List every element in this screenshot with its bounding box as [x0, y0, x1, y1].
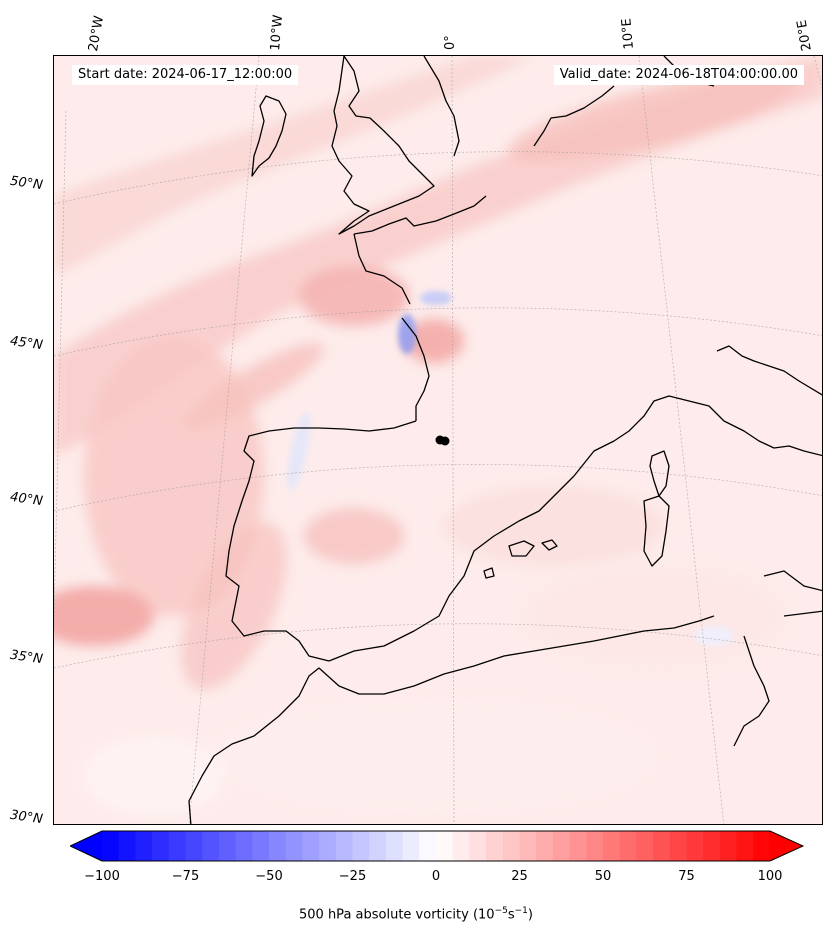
lat-label-50n: 50°N	[9, 173, 44, 194]
lon-label-0: 0°	[443, 35, 458, 50]
colorbar-tick-label: −75	[171, 869, 200, 884]
colorbar-label-prefix: 500 hPa absolute vorticity (10	[299, 907, 495, 923]
colorbar-segment	[185, 831, 203, 861]
vorticity-shading	[54, 56, 822, 816]
colorbar-segment	[319, 831, 337, 861]
colorbar-segment	[285, 831, 303, 861]
colorbar-segment	[552, 831, 571, 861]
colorbar-segment	[269, 831, 287, 861]
colorbar-segment	[202, 831, 220, 861]
colorbar-label-suffix: )	[527, 907, 533, 923]
colorbar-tick-label: 75	[678, 869, 695, 884]
colorbar-segment	[118, 831, 136, 861]
colorbar-segment	[385, 831, 404, 861]
lat-label-45n: 45°N	[9, 333, 44, 354]
lon-label-10w: 10°W	[268, 14, 287, 52]
lat-label-40n: 40°N	[9, 489, 44, 510]
colorbar-segment	[619, 831, 637, 861]
colorbar-segment	[152, 831, 170, 861]
colorbar-segment	[586, 831, 604, 861]
colorbar-segment	[369, 831, 387, 861]
negative-vorticity-areas	[287, 291, 734, 646]
colorbar-tick-label: −25	[338, 869, 367, 884]
colorbar	[70, 830, 805, 862]
lon-label-20w: 20°W	[86, 14, 108, 53]
colorbar-segments	[70, 831, 803, 861]
colorbar-label-mid: s	[507, 907, 515, 923]
colorbar-label: 500 hPa absolute vorticity (10−5s−1)	[0, 906, 832, 922]
colorbar-segment	[519, 831, 537, 861]
colorbar-segment	[102, 831, 120, 861]
colorbar-segment	[402, 831, 420, 861]
colorbar-extend-min	[70, 831, 102, 861]
colorbar-segment	[469, 831, 487, 861]
colorbar-segment	[502, 831, 521, 861]
colorbar-segment	[569, 831, 587, 861]
lat-label-35n: 35°N	[9, 647, 44, 668]
colorbar-segment	[135, 831, 153, 861]
colorbar-segment	[686, 831, 704, 861]
colorbar-segment	[603, 831, 621, 861]
lon-label-20e: 20°E	[794, 18, 815, 53]
colorbar-segment	[719, 831, 738, 861]
colorbar-segment	[335, 831, 354, 861]
colorbar-tick-label: −50	[255, 869, 283, 884]
colorbar-tick-label: 25	[511, 869, 528, 884]
colorbar-segment	[536, 831, 554, 861]
colorbar-segment	[736, 831, 754, 861]
start-date-text: Start date: 2024-06-17_12:00:00	[72, 65, 299, 85]
colorbar-extend-max	[770, 831, 803, 861]
colorbar-tick-label: 50	[594, 869, 612, 884]
location-markers	[435, 435, 450, 446]
colorbar-label-exp1: −5	[494, 906, 508, 916]
colorbar-segment	[653, 831, 671, 861]
colorbar-segment	[352, 831, 370, 861]
colorbar-segment	[486, 831, 504, 861]
vorticity-map	[54, 56, 822, 824]
colorbar-segment	[436, 831, 454, 861]
lon-label-10e: 10°E	[619, 17, 637, 51]
colorbar-segment	[168, 831, 187, 861]
colorbar-segment	[753, 831, 771, 861]
colorbar-segment	[252, 831, 270, 861]
colorbar-segment	[419, 831, 437, 861]
colorbar-outline	[70, 830, 805, 862]
colorbar-tick-label: 0	[431, 869, 441, 884]
colorbar-label-exp2: −1	[514, 906, 528, 916]
lat-label-30n: 30°N	[9, 807, 44, 828]
colorbar-segment	[703, 831, 721, 861]
graticule	[54, 56, 822, 824]
colorbar-tick-label: 100	[757, 869, 783, 884]
colorbar-segment	[452, 831, 470, 861]
map-panel[interactable]: Start date: 2024-06-17_12:00:00 Valid_da…	[53, 55, 823, 825]
valid-date-text: Valid_date: 2024-06-18T04:00:00.00	[553, 65, 804, 85]
colorbar-tick-label: −100	[84, 869, 120, 884]
colorbar-segment	[302, 831, 320, 861]
colorbar-segment	[235, 831, 253, 861]
colorbar-segment	[669, 831, 688, 861]
colorbar-segment	[636, 831, 654, 861]
colorbar-segment	[218, 831, 237, 861]
